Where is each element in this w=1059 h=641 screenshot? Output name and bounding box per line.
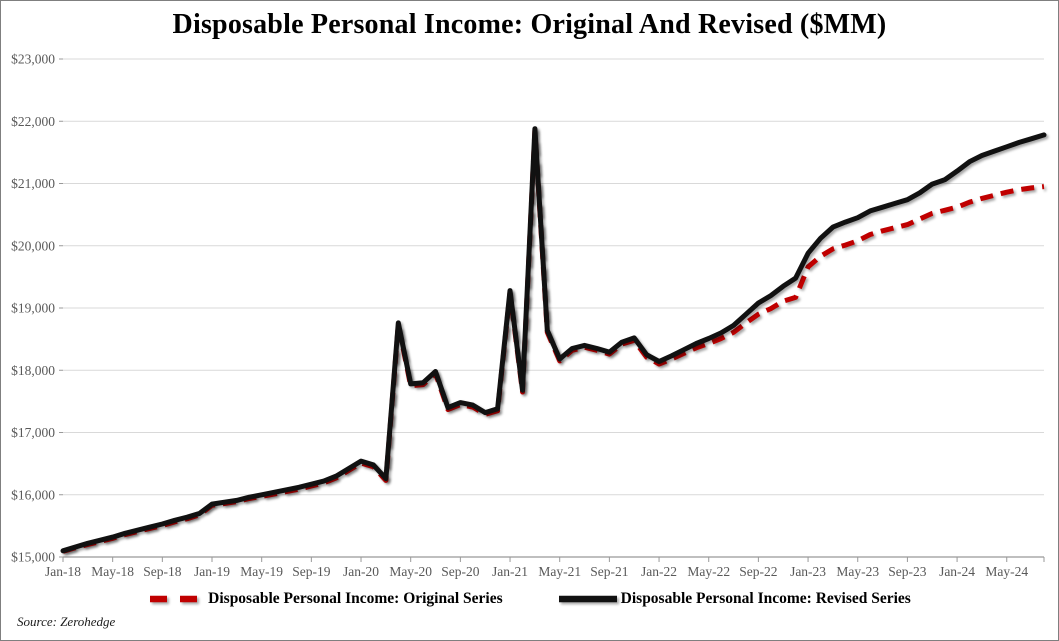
revised-series-legend-label: Disposable Personal Income: Revised Seri… — [620, 590, 911, 607]
y-axis-label: $21,000 — [11, 176, 55, 191]
x-axis-label: Sep-20 — [441, 564, 479, 579]
x-axis-label: Jan-24 — [939, 564, 975, 579]
x-axis-label: May-21 — [538, 564, 581, 579]
legend: Disposable Personal Income: Original Ser… — [1, 590, 1058, 608]
y-axis-label: $18,000 — [11, 363, 55, 378]
original-series-legend-sample — [150, 595, 205, 603]
legend-item-revised: Disposable Personal Income: Revised Seri… — [557, 590, 911, 608]
original-series-legend-label: Disposable Personal Income: Original Ser… — [208, 590, 503, 607]
x-axis-label: May-19 — [240, 564, 283, 579]
revised-series-legend-sample — [558, 595, 617, 603]
x-axis-label: May-22 — [687, 564, 730, 579]
y-axis-label: $16,000 — [11, 487, 55, 502]
x-axis-label: Jan-18 — [45, 564, 81, 579]
x-axis-label: Sep-21 — [590, 564, 628, 579]
y-axis-label: $22,000 — [11, 114, 55, 129]
x-axis-label: Jan-20 — [343, 564, 379, 579]
x-axis-label: May-20 — [389, 564, 432, 579]
x-axis-label: May-18 — [91, 564, 134, 579]
x-axis-label: Jan-22 — [641, 564, 677, 579]
revised-series-line — [60, 126, 1047, 554]
x-axis-label: Sep-18 — [143, 564, 181, 579]
x-axis-label: Sep-23 — [888, 564, 926, 579]
chart-title: Disposable Personal Income: Original And… — [172, 9, 887, 40]
x-axis-label: Jan-23 — [790, 564, 826, 579]
x-axis-label: Jan-21 — [492, 564, 528, 579]
plot-area: $15,000 $16,000 $17,000 $18,000 $19,000 $20,0… — [11, 52, 1047, 579]
y-axis-label: $20,000 — [11, 238, 55, 253]
legend-item-original: Disposable Personal Income: Original Ser… — [148, 590, 503, 608]
source-note: Source: Zerohedge — [17, 614, 116, 629]
y-axis-label: $15,000 — [11, 550, 55, 565]
x-axis-label: Jan-19 — [194, 564, 230, 579]
y-axis-label: $17,000 — [11, 425, 55, 440]
y-axis-label: $19,000 — [11, 301, 55, 316]
x-axis-label: Sep-19 — [292, 564, 330, 579]
x-axis-label: May-23 — [836, 564, 879, 579]
x-axis-label: May-24 — [985, 564, 1028, 579]
x-axis-label: Sep-22 — [739, 564, 777, 579]
y-axis-label: $23,000 — [11, 52, 55, 67]
